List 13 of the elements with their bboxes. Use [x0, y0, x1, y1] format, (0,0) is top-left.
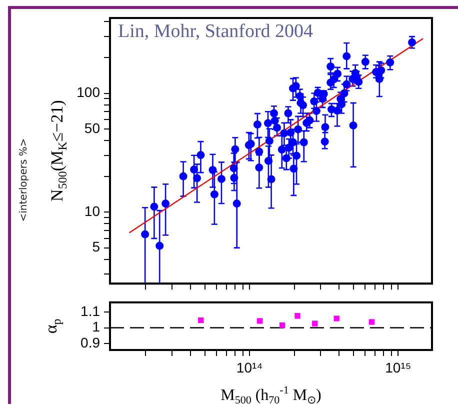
y-axis-title: N500(MK≤−21) — [47, 100, 70, 202]
y-tick-label: 100 — [76, 84, 100, 100]
y-tick-label: 10 — [84, 202, 100, 219]
x-tick-label: 10¹⁵ — [385, 359, 412, 376]
y-tick-label: 1.1 — [80, 302, 100, 319]
y-tick-label: 1 — [92, 318, 100, 335]
y-tick-label: 0.9 — [80, 334, 100, 351]
y-axis-title: αp — [41, 318, 64, 334]
y-tick-label: 50 — [84, 120, 100, 136]
x-tick-label: 10¹⁴ — [236, 359, 263, 376]
annotation: Lin, Mohr, Stanford 2004 — [118, 20, 314, 42]
text: <interlopers %> — [18, 138, 30, 222]
y-tick-label: 5 — [92, 238, 100, 255]
